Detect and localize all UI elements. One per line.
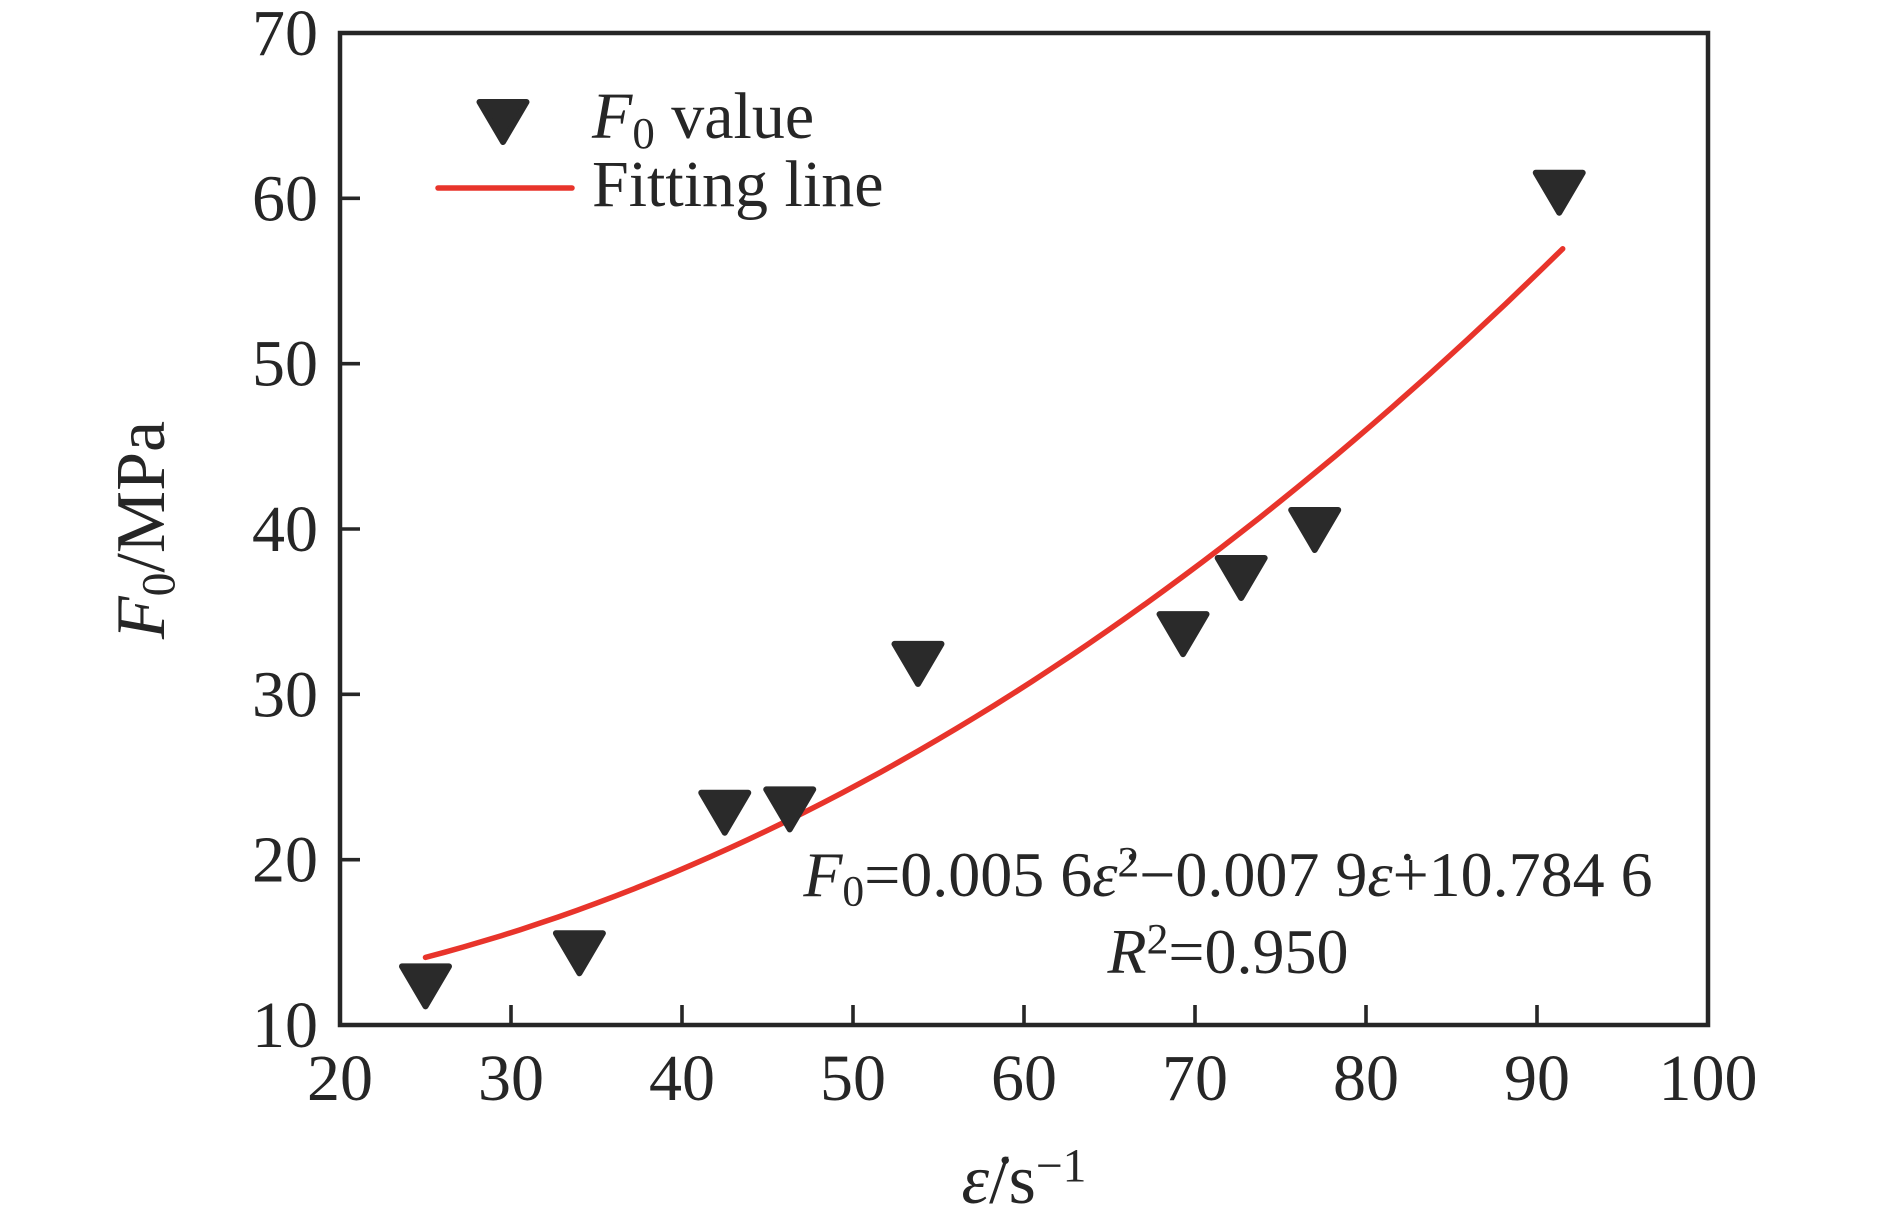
x-tick-label: 50 bbox=[820, 1042, 886, 1115]
data-point-triangle bbox=[1156, 611, 1210, 658]
y-tick-label: 10 bbox=[252, 989, 318, 1062]
y-tick-label: 30 bbox=[252, 658, 318, 731]
x-tick-label: 30 bbox=[478, 1042, 544, 1115]
x-tick-label: 80 bbox=[1333, 1042, 1399, 1115]
x-tick-label: 40 bbox=[649, 1042, 715, 1115]
legend-label-fitting-line: Fitting line bbox=[592, 148, 884, 221]
x-tick-label: 90 bbox=[1504, 1042, 1570, 1115]
x-tick-label: 70 bbox=[1162, 1042, 1228, 1115]
fit-annotation: F0=0.005 6ε̇2−0.007 9ε̇+10.784 6 R2=0.95… bbox=[803, 836, 1652, 990]
legend-triangle-marker bbox=[476, 99, 530, 145]
y-tick-label: 20 bbox=[252, 824, 318, 897]
x-tick-label: 60 bbox=[991, 1042, 1057, 1115]
legend-label-f0-value: F0 value bbox=[592, 80, 815, 158]
y-tick-label: 40 bbox=[252, 493, 318, 566]
x-tick-label: 100 bbox=[1659, 1042, 1758, 1115]
r-squared: R2=0.950 bbox=[1107, 915, 1349, 987]
y-tick-label: 60 bbox=[252, 162, 318, 235]
y-tick-label: 50 bbox=[252, 328, 318, 401]
fit-equation: F0=0.005 6ε̇2−0.007 9ε̇+10.784 6 bbox=[803, 838, 1653, 916]
data-point-triangle bbox=[1288, 507, 1342, 553]
data-point-triangle bbox=[1532, 169, 1586, 216]
y-tick-label: 70 bbox=[252, 0, 318, 70]
y-axis-title: F0/MPa bbox=[103, 420, 186, 640]
data-point-triangle bbox=[891, 640, 945, 687]
data-point-triangle bbox=[763, 786, 817, 833]
data-point-triangle bbox=[552, 930, 606, 977]
data-point-triangle bbox=[698, 789, 752, 836]
x-tick-label: 20 bbox=[307, 1042, 373, 1115]
data-point-triangle bbox=[1214, 554, 1268, 601]
plot-frame bbox=[337, 30, 1711, 1028]
x-axis-title: ε̇/s−1 bbox=[961, 1140, 1087, 1215]
data-point-triangle bbox=[399, 963, 452, 1010]
fitting-line bbox=[422, 246, 1566, 961]
